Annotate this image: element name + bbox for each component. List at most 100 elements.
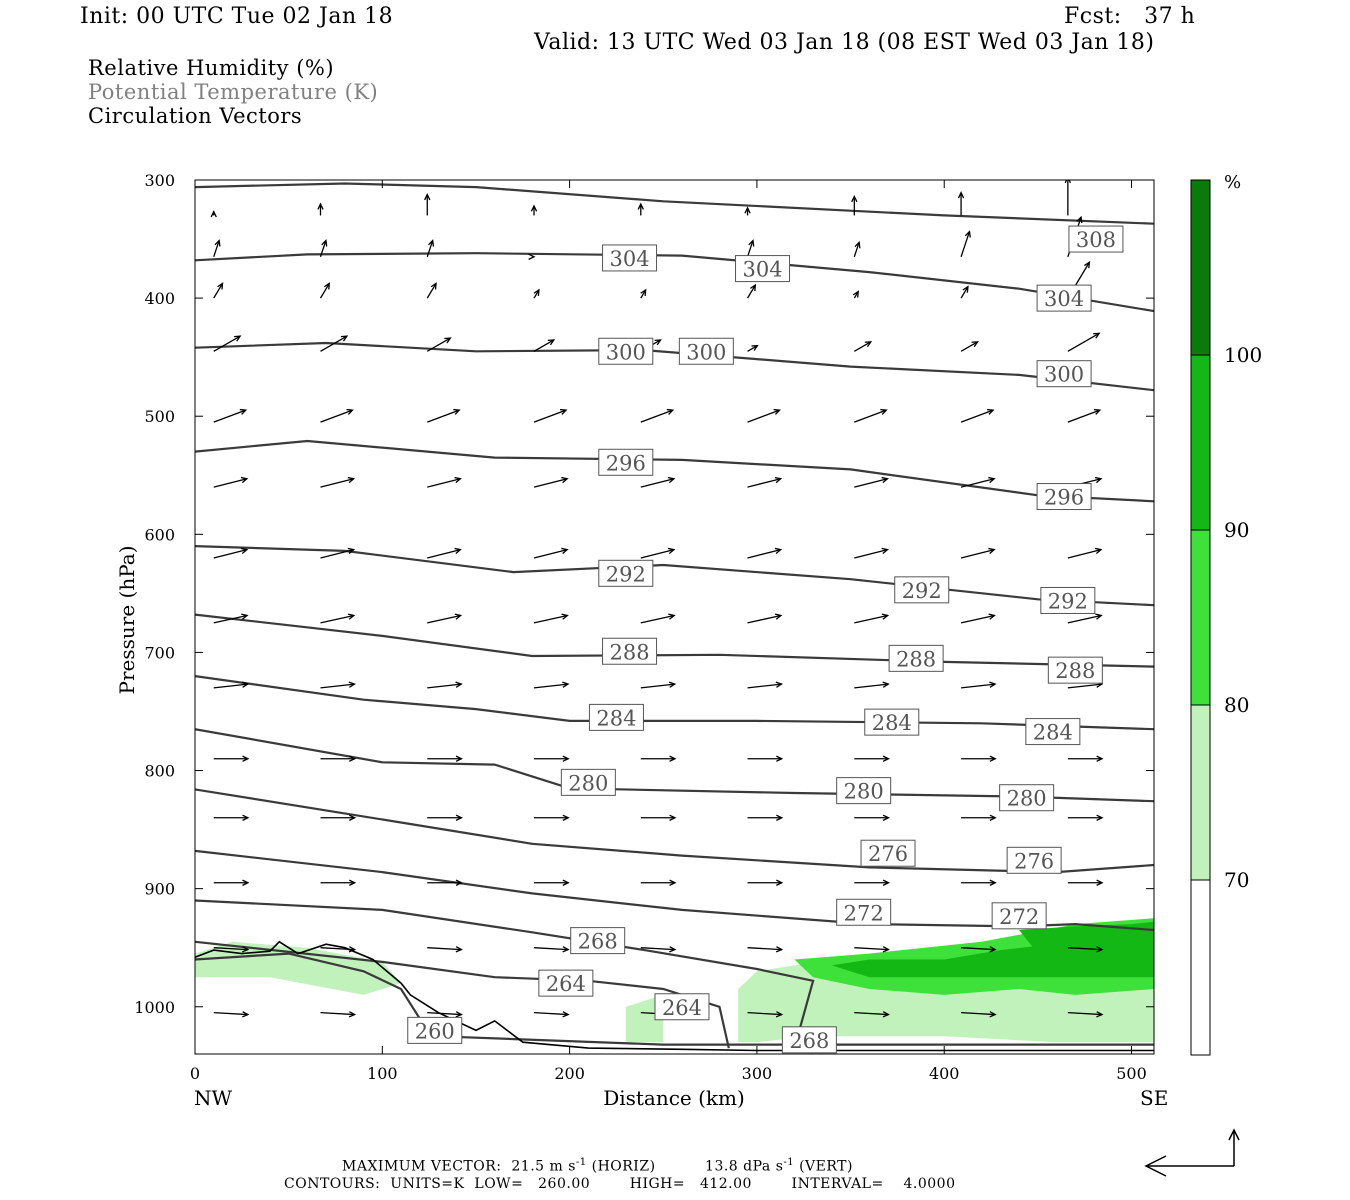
contour-label: 288 bbox=[602, 637, 658, 665]
isentrope-284 bbox=[195, 675, 1154, 731]
colorbar-segment bbox=[1190, 354, 1211, 531]
circulation-vector bbox=[533, 547, 569, 559]
circulation-vector bbox=[317, 202, 324, 216]
circulation-vector bbox=[213, 335, 242, 352]
x-end-left: NW bbox=[194, 1086, 233, 1110]
contour-label: 276 bbox=[860, 839, 916, 867]
circulation-vector bbox=[960, 341, 979, 352]
contour-label: 276 bbox=[1006, 846, 1062, 874]
contour-label: 288 bbox=[1047, 656, 1103, 684]
circulation-vector bbox=[960, 476, 996, 488]
circulation-vector bbox=[747, 946, 784, 953]
circulation-vector bbox=[427, 681, 463, 689]
circulation-vector bbox=[637, 202, 644, 216]
circulation-vector bbox=[533, 613, 569, 624]
contour-label-text: 308 bbox=[1076, 228, 1116, 252]
circulation-vector bbox=[534, 755, 570, 762]
circulation-vector bbox=[640, 879, 677, 886]
circulation-vector bbox=[320, 335, 349, 352]
circulation-vector bbox=[961, 681, 997, 689]
contour-label-text: 296 bbox=[1044, 486, 1084, 510]
circulation-vector bbox=[961, 879, 997, 886]
circulation-vector bbox=[854, 755, 891, 762]
circulation-vector bbox=[427, 814, 463, 821]
circulation-vector bbox=[853, 341, 873, 352]
circulation-vector bbox=[1067, 613, 1103, 624]
circulation-vector bbox=[320, 476, 356, 488]
circulation-vector bbox=[854, 879, 891, 886]
colorbar-unit: % bbox=[1224, 172, 1241, 193]
contour-label-text: 284 bbox=[1033, 721, 1073, 745]
axes: 300 400 500 600 700 800 900 1000 0 100 200 300 400 50… bbox=[134, 171, 1154, 1083]
contour-label-text: 284 bbox=[872, 711, 912, 735]
contour-label: 304 bbox=[1036, 284, 1092, 312]
contour-labels: 308 304 304 304 300 300 300 296 296 292 292 292 288 2… bbox=[407, 225, 1124, 1054]
y-tick-label: 800 bbox=[144, 762, 175, 781]
relative-humidity-shading bbox=[195, 918, 1154, 1043]
contour-label: 264 bbox=[654, 993, 710, 1021]
circulation-vector bbox=[213, 681, 250, 689]
circulation-vector bbox=[747, 879, 784, 886]
circulation-vector bbox=[320, 946, 357, 953]
contour-label: 288 bbox=[888, 644, 944, 672]
circulation-vector bbox=[747, 755, 784, 762]
circulation-vector bbox=[533, 288, 540, 299]
isentrope-268 bbox=[195, 899, 815, 1049]
contour-label: 304 bbox=[602, 244, 658, 272]
contour-label-text: 300 bbox=[686, 340, 726, 364]
circulation-vector bbox=[1064, 180, 1072, 216]
y-tick-label: 700 bbox=[144, 643, 175, 662]
circulation-vector bbox=[533, 408, 568, 423]
circulation-vector bbox=[427, 476, 462, 488]
circulation-vector bbox=[961, 1011, 997, 1018]
contour-label-text: 288 bbox=[1055, 659, 1095, 683]
circulation-vector bbox=[320, 814, 357, 821]
init-time: Init: 00 UTC Tue 02 Jan 18 bbox=[80, 4, 394, 29]
contour-label: 268 bbox=[781, 1026, 837, 1054]
contour-label-text: 288 bbox=[610, 640, 650, 664]
contour-label-text: 296 bbox=[606, 451, 646, 475]
y-tick-label: 500 bbox=[144, 407, 175, 426]
colorbar-tick-label: 100 bbox=[1224, 343, 1262, 367]
circulation-vector bbox=[854, 408, 888, 423]
contour-label: 284 bbox=[1025, 718, 1081, 746]
circulation-vector bbox=[528, 253, 536, 260]
terrain bbox=[195, 940, 1154, 1052]
contour-label: 268 bbox=[570, 927, 626, 955]
circulation-vector bbox=[320, 681, 356, 689]
colorbar-segment bbox=[1190, 529, 1211, 706]
legend-circulation-vectors: Circulation Vectors bbox=[88, 104, 303, 128]
contour-label-text: 280 bbox=[844, 780, 884, 804]
circulation-vector bbox=[960, 285, 969, 299]
circulation-vector bbox=[640, 613, 676, 624]
contour-label: 292 bbox=[598, 559, 654, 587]
x-tick-label: 400 bbox=[929, 1064, 960, 1083]
rh-area-70-80 bbox=[625, 994, 664, 1043]
circulation-vector bbox=[320, 1011, 357, 1018]
circulation-vector bbox=[426, 282, 437, 299]
contour-label: 260 bbox=[407, 1016, 463, 1044]
colorbar-tick-label: 80 bbox=[1224, 693, 1249, 717]
contour-label: 284 bbox=[864, 708, 920, 736]
circulation-vector bbox=[427, 879, 463, 886]
circulation-vector bbox=[854, 613, 890, 624]
contour-label: 308 bbox=[1068, 225, 1124, 253]
circulation-vector bbox=[319, 239, 328, 257]
circulation-vector bbox=[213, 476, 249, 488]
contour-label-text: 280 bbox=[1007, 787, 1047, 811]
contour-label: 292 bbox=[894, 576, 950, 604]
circulation-vectors bbox=[210, 180, 1104, 1018]
isentrope-296 bbox=[195, 439, 1154, 503]
colorbar-segment bbox=[1190, 704, 1211, 881]
circulation-vector bbox=[747, 408, 781, 423]
circulation-vector bbox=[320, 408, 354, 423]
contour-label-text: 268 bbox=[578, 930, 618, 954]
x-tick-label: 0 bbox=[190, 1064, 200, 1083]
x-axis-title: Distance (km) bbox=[603, 1086, 745, 1110]
circulation-vector bbox=[854, 476, 889, 488]
circulation-vector bbox=[427, 408, 461, 423]
circulation-vector bbox=[1067, 408, 1102, 423]
circulation-vector bbox=[210, 210, 217, 218]
contour-label-text: 292 bbox=[902, 579, 942, 603]
circulation-vector bbox=[640, 755, 677, 762]
